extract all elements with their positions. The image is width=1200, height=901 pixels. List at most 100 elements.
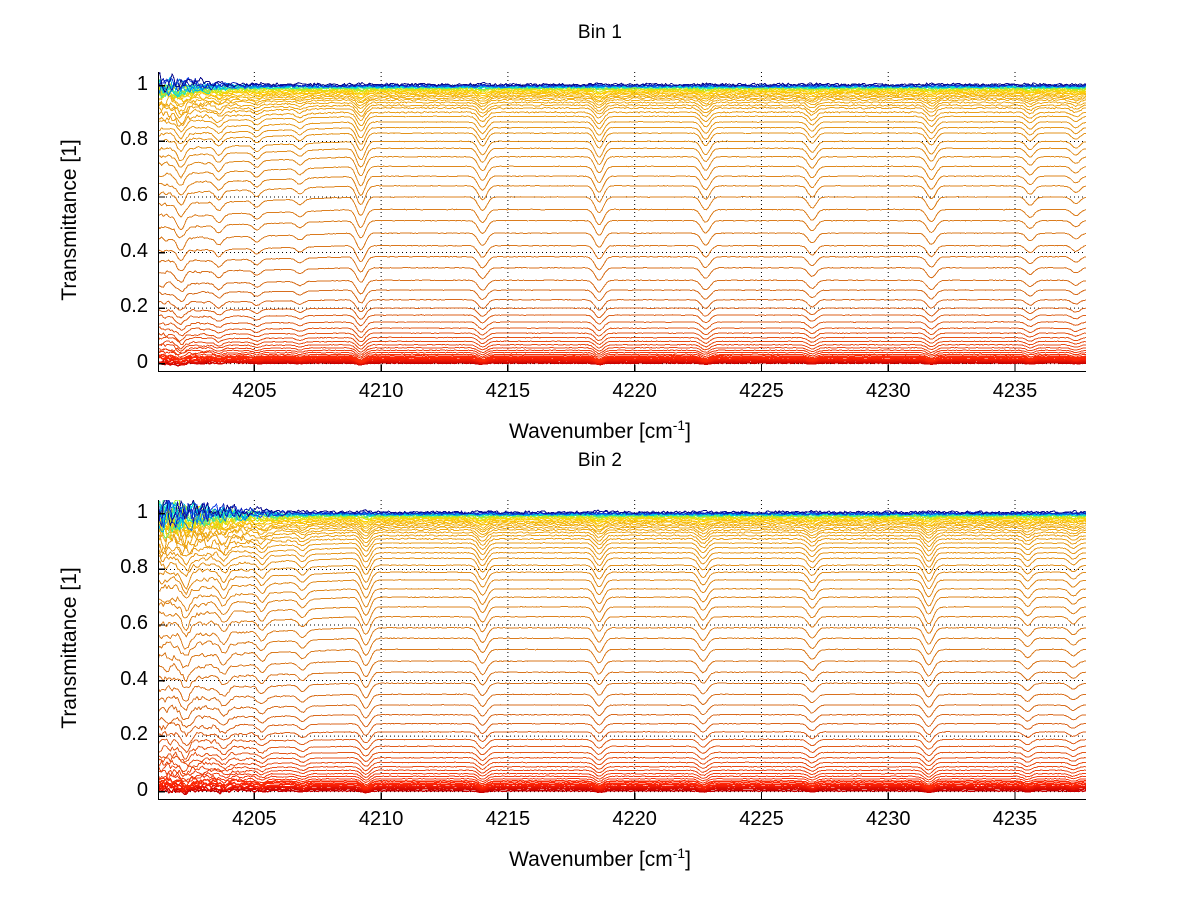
x-axis-label-bin-1: Wavenumber [cm-1] — [0, 417, 1200, 444]
spectrum-line — [158, 132, 1086, 152]
spectrum-line — [158, 103, 1086, 119]
y-axis-tick-label: 0.2 — [120, 723, 148, 746]
x-axis-tick-label: 4205 — [232, 380, 277, 402]
spectrum-line — [158, 588, 1086, 612]
spectrum-line — [158, 760, 1086, 772]
x-axis-tick-label: 4215 — [485, 380, 531, 402]
spectrum-line — [158, 111, 1086, 127]
spectrum-line — [158, 671, 1086, 689]
spectrum-line — [158, 518, 1086, 537]
spectrum-line — [158, 165, 1086, 187]
spectrum-line — [158, 98, 1086, 113]
x-axis-label-exponent: -1 — [672, 417, 686, 433]
x-axis-tick-label: 4235 — [992, 808, 1038, 830]
spectrum-line — [158, 208, 1086, 231]
spectrum-line — [158, 514, 1086, 535]
spectrum-line — [158, 185, 1086, 206]
spectrum-line — [158, 637, 1086, 656]
spectrum-line — [158, 546, 1086, 566]
y-axis-tick-label: 0.2 — [120, 295, 148, 318]
spectrum-line — [158, 106, 1086, 124]
spectrum-line — [158, 704, 1086, 720]
y-axis-label-bin-2: Transmittance [1] — [58, 567, 81, 729]
spectrum-line — [158, 326, 1086, 338]
spectrum-line — [158, 89, 1086, 99]
spectrum-line — [158, 356, 1086, 364]
spectrum-line — [158, 744, 1086, 760]
spectrum-line — [158, 514, 1086, 531]
spectrum-line — [158, 244, 1086, 263]
spectrum-line — [158, 219, 1086, 239]
spectrum-line — [158, 535, 1086, 556]
spectrum-line — [158, 626, 1086, 650]
spectrum-line — [158, 782, 1086, 793]
x-axis-tick-label: 4205 — [232, 808, 277, 830]
spectrum-line — [158, 355, 1086, 363]
spectrum-line — [158, 255, 1086, 273]
y-axis-tick-label: 1 — [136, 500, 148, 523]
spectrum-line — [158, 350, 1086, 359]
spectrum-line — [158, 95, 1086, 108]
spectrum-line — [158, 606, 1086, 631]
spectrum-line — [158, 524, 1086, 547]
axis-lines — [158, 72, 1086, 373]
spectrum-line — [158, 307, 1086, 320]
spectrum-line — [158, 155, 1086, 179]
spectrum-line — [158, 521, 1086, 541]
spectrum-line — [158, 298, 1086, 313]
spectrum-line — [158, 751, 1086, 763]
spectrum-line — [158, 126, 1086, 145]
spectrum-line — [158, 527, 1086, 549]
y-axis-tick-label: 1 — [136, 72, 148, 95]
spectrum-line — [158, 771, 1086, 782]
spectrum-line — [158, 579, 1086, 600]
spectrum-line — [158, 140, 1086, 162]
spectrum-line — [158, 648, 1086, 669]
spectrum-line — [158, 332, 1086, 343]
spectrum-line — [158, 346, 1086, 355]
spectrum-line — [158, 91, 1086, 107]
spectrum-line — [158, 196, 1086, 218]
spectrum-line — [158, 755, 1086, 767]
y-axis-tick-label: 0 — [136, 350, 148, 373]
spectrum-line — [158, 762, 1086, 776]
spectrum-line — [158, 175, 1086, 197]
spectrum-line — [158, 776, 1086, 787]
spectrum-line — [158, 267, 1086, 283]
x-axis-tick-label: 4225 — [739, 380, 784, 402]
spectra-svg — [158, 72, 1086, 373]
x-axis-tick-label: 4235 — [992, 380, 1038, 402]
x-axis-label-text: Wavenumber [cm — [509, 420, 673, 443]
spectrum-line — [158, 343, 1086, 353]
spectrum-line — [158, 147, 1086, 168]
spectrum-line — [158, 353, 1086, 362]
x-axis-tick-label: 4215 — [485, 808, 531, 830]
spectrum-line — [158, 682, 1086, 702]
y-axis-tick-label: 0 — [136, 778, 148, 801]
x-axis-label-exponent: -1 — [672, 845, 686, 861]
x-axis-tick-label: 4210 — [358, 380, 404, 402]
spectrum-line — [158, 500, 1086, 527]
spectrum-line — [158, 660, 1086, 682]
spectrum-line — [158, 738, 1086, 753]
spectrum-line — [158, 321, 1086, 333]
spectrum-line — [158, 731, 1086, 747]
spectrum-line — [158, 564, 1086, 590]
spectrum-line — [158, 777, 1086, 788]
y-axis-tick-label: 0.8 — [120, 556, 148, 579]
spectrum-line — [158, 353, 1086, 360]
x-axis-tick-label: 4225 — [739, 808, 784, 830]
spectrum-line — [158, 279, 1086, 295]
spectrum-line — [158, 514, 1086, 533]
spectrum-line — [158, 571, 1086, 595]
spectrum-line — [158, 773, 1086, 784]
spectrum-line — [158, 89, 1086, 100]
spectra-series-group — [158, 72, 1086, 367]
spectrum-line — [158, 534, 1086, 551]
y-axis-tick-label: 0.4 — [120, 667, 148, 690]
spectrum-line — [158, 693, 1086, 711]
spectrum-line — [158, 551, 1086, 572]
spectrum-line — [158, 780, 1086, 790]
spectrum-line — [158, 90, 1086, 103]
